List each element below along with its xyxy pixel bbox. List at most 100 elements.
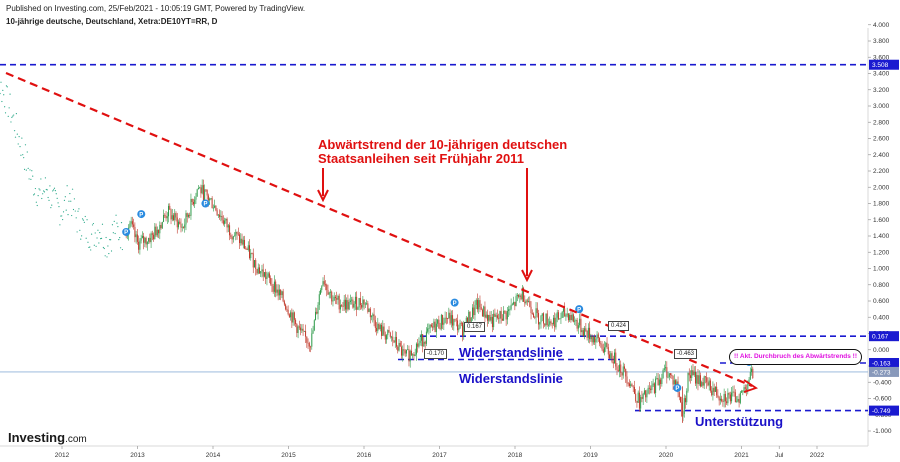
data-point xyxy=(110,250,113,252)
candle-body xyxy=(196,189,198,197)
data-point xyxy=(107,245,109,247)
candle-body xyxy=(313,320,315,331)
candle-body xyxy=(486,314,488,321)
candle-body xyxy=(724,393,726,402)
candle-body xyxy=(449,312,451,324)
candle-body xyxy=(473,307,475,316)
candle-body xyxy=(344,299,346,310)
trend-headline-line1: Abwärtstrend der 10-jährigen deutschen xyxy=(318,137,568,152)
data-point xyxy=(48,199,50,201)
candle-body xyxy=(648,387,650,389)
candle-body xyxy=(143,235,145,243)
candle-body xyxy=(368,308,370,312)
candle-body xyxy=(736,401,738,403)
candle-body xyxy=(288,314,290,318)
candle-body xyxy=(576,320,578,329)
data-point xyxy=(8,107,10,109)
candle-body xyxy=(150,233,152,243)
price-tag-0167: 0.167 xyxy=(464,322,486,332)
candle-body xyxy=(599,337,601,344)
candle-body xyxy=(607,347,609,355)
candle-body xyxy=(214,205,216,208)
candle-body xyxy=(234,235,236,237)
candle-body xyxy=(253,260,255,268)
pivot-marker: P xyxy=(137,210,146,218)
svg-text:P: P xyxy=(139,212,143,218)
candle-body xyxy=(141,235,143,239)
candle-body xyxy=(407,349,409,351)
data-point xyxy=(106,256,108,258)
candle-body xyxy=(621,372,623,376)
candle-body xyxy=(433,321,435,328)
data-point xyxy=(23,157,25,159)
candle-body xyxy=(717,395,719,398)
candle-body xyxy=(419,340,421,343)
data-point xyxy=(52,190,54,192)
candle-body xyxy=(384,334,386,340)
data-point xyxy=(32,175,34,177)
candle-body xyxy=(377,323,379,332)
data-point xyxy=(69,192,71,195)
data-point xyxy=(16,133,18,135)
candle-body xyxy=(348,302,350,310)
data-point xyxy=(78,208,80,210)
candle-body xyxy=(302,328,304,332)
candle-body xyxy=(604,347,606,353)
candle-body xyxy=(138,241,140,250)
data-point xyxy=(7,115,9,117)
candle-body xyxy=(560,317,562,319)
candle-body xyxy=(591,336,593,343)
candle-body xyxy=(602,349,604,353)
candle-body xyxy=(630,384,632,386)
candle-body xyxy=(641,397,643,399)
candle-body xyxy=(342,306,344,307)
data-point xyxy=(42,190,45,192)
candle-body xyxy=(133,224,135,227)
candle-body xyxy=(440,314,442,329)
axis-layer: 4.000 3.800 3.600 3.400 3.200 3.000 2.800 2.600… xyxy=(55,22,899,459)
candle-body xyxy=(567,313,569,321)
candle-body xyxy=(452,315,454,326)
candle-body xyxy=(703,376,705,386)
candle-body xyxy=(393,340,395,343)
candle-body xyxy=(359,298,361,306)
data-point xyxy=(81,235,83,237)
data-point xyxy=(51,204,53,206)
candle-body xyxy=(190,198,192,216)
data-point xyxy=(67,214,69,216)
candle-body xyxy=(625,368,627,377)
candle-body xyxy=(200,187,202,194)
candle-body xyxy=(453,319,455,326)
candle-body xyxy=(391,336,393,338)
candle-body xyxy=(459,322,461,329)
candle-body xyxy=(533,313,535,318)
candle-body xyxy=(643,390,645,394)
candle-body xyxy=(317,304,319,314)
candle-body xyxy=(187,214,189,217)
data-point xyxy=(1,100,3,103)
data-point xyxy=(93,244,95,246)
candle-body xyxy=(445,317,447,319)
data-point xyxy=(75,217,77,219)
candle-body xyxy=(701,382,703,387)
trend-headline-line2: Staatsanleihen seit Frühjahr 2011 xyxy=(318,151,524,166)
candle-body xyxy=(686,390,688,403)
candle-body xyxy=(589,327,591,340)
candle-body xyxy=(206,189,208,196)
candle-body xyxy=(536,308,538,314)
candle-body xyxy=(307,342,309,344)
candle-body xyxy=(277,289,279,296)
candle-body xyxy=(631,384,633,387)
candle-body xyxy=(297,326,299,333)
candle-body xyxy=(435,323,437,333)
candle-body xyxy=(443,322,445,325)
svg-text:P: P xyxy=(124,230,128,236)
price-label-text: -0.163 xyxy=(872,360,891,367)
candle-body xyxy=(646,393,648,398)
candle-body xyxy=(180,223,182,228)
candle-body xyxy=(460,322,462,324)
candle-body xyxy=(627,383,629,385)
downtrend-line xyxy=(5,71,753,388)
candle-body xyxy=(480,307,482,310)
data-point xyxy=(90,249,92,251)
